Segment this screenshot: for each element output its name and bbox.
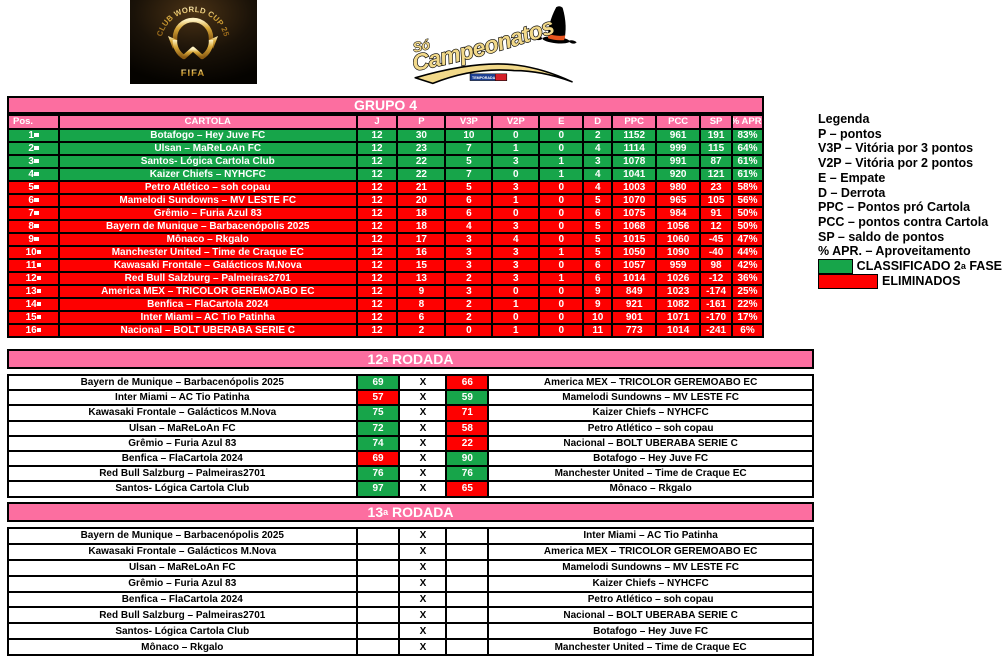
svg-text:FIFA: FIFA [181, 68, 206, 79]
svg-text:TEMPORADA: TEMPORADA [472, 76, 496, 80]
